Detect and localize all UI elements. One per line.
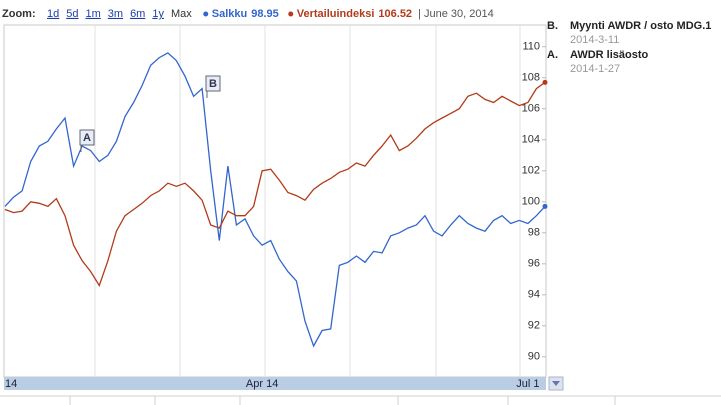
zoom-current: Max: [171, 8, 192, 20]
sidebar-letter: A.: [547, 49, 558, 61]
zoom-link[interactable]: 1d: [47, 8, 59, 20]
x-tick-label: Jul 1: [516, 378, 539, 390]
zoom-link[interactable]: 1m: [86, 8, 101, 20]
y-tick-label: 94: [528, 289, 540, 301]
end-marker: [542, 203, 548, 209]
x-tick-label: 14: [5, 378, 17, 390]
y-tick-label: 104: [522, 134, 540, 146]
zoom-link[interactable]: 1y: [152, 8, 164, 20]
zoom-link[interactable]: 6m: [130, 8, 145, 20]
zoom-link[interactable]: 5d: [66, 8, 78, 20]
annotation-flag[interactable]: [79, 129, 95, 146]
zoom-link[interactable]: 3m: [108, 8, 123, 20]
series-line: [4, 81, 546, 288]
scroll-arrow: [552, 381, 560, 386]
y-tick-label: 98: [528, 227, 540, 239]
vertical-grid: [94, 25, 521, 377]
bottom-ticks: [69, 396, 616, 405]
annotation-flag[interactable]: [205, 75, 221, 92]
legend-date: | June 30, 2014: [418, 8, 494, 20]
y-tick-label: 106: [522, 103, 540, 115]
y-tick-label: 90: [528, 351, 540, 363]
legend-dot: [203, 11, 209, 17]
y-tick-label: 100: [522, 196, 540, 208]
end-marker: [542, 79, 548, 85]
sidebar-date: 2014-1-27: [570, 63, 620, 75]
plot-frame: [3, 24, 547, 378]
y-tick-label: 96: [528, 258, 540, 270]
y-tick-label: 102: [522, 165, 540, 177]
legend-dot: [288, 11, 294, 17]
zoom-label: Zoom:: [2, 8, 36, 20]
x-tick-label: Apr 14: [246, 378, 278, 390]
legend-value: 106.52: [378, 8, 412, 20]
y-tick-label: 92: [528, 320, 540, 332]
y-tick-label: 108: [522, 72, 540, 84]
sidebar-text: Myynti AWDR / osto MDG.1: [570, 20, 711, 32]
annotation-flag-label: A: [83, 132, 91, 144]
legend-name: Salkku: [212, 8, 247, 20]
y-tick-label: 110: [522, 41, 540, 53]
series-line: [4, 52, 546, 348]
annotation-flag-label: B: [209, 78, 217, 90]
sidebar-date: 2014-3-11: [570, 34, 619, 46]
sidebar-letter: B.: [547, 20, 558, 32]
legend-name: Vertailuindeksi: [297, 8, 375, 20]
sidebar-text: AWDR lisäosto: [570, 49, 649, 61]
legend-value: 98.95: [251, 8, 279, 20]
navigator-bar: [4, 377, 546, 390]
